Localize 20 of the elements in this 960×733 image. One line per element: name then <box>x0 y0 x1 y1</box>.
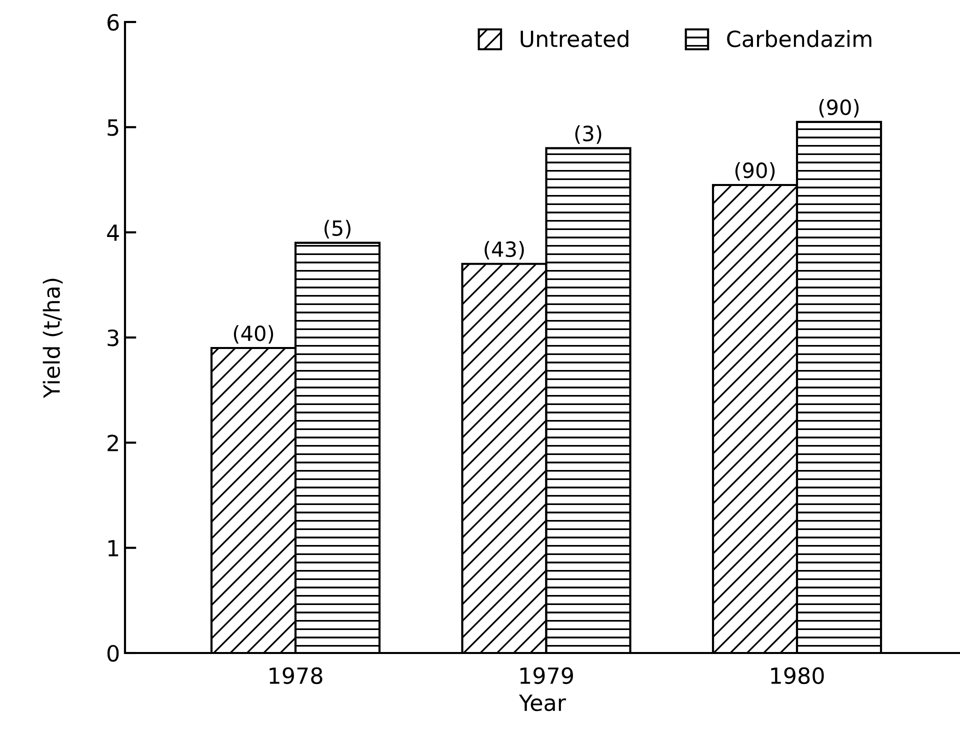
legend-label: Carbendazim <box>727 30 872 48</box>
y-tick-label: 1 <box>108 540 118 556</box>
y-tick-label: 3 <box>108 329 118 346</box>
y-tick-label: 5 <box>108 119 118 136</box>
annotation: (43) <box>484 240 524 260</box>
legend-label: Untreated <box>520 30 628 48</box>
y-tick-label: 4 <box>107 224 119 241</box>
y-axis-title: Yield (t/ha) <box>42 278 63 398</box>
y-tick-label: 6 <box>108 14 119 31</box>
annotation: (40) <box>234 325 274 344</box>
x-tick-label: 1980 <box>771 667 824 684</box>
y-tick-label: 2 <box>108 434 118 452</box>
x-axis-title: Year <box>518 694 566 712</box>
annotation: (90) <box>819 98 859 118</box>
x-tick-label: 1978 <box>270 667 322 684</box>
annotation: (5) <box>324 220 350 238</box>
y-tick-label: 0 <box>107 644 119 662</box>
annotation: (3) <box>575 125 602 144</box>
x-tick-label: 1979 <box>520 667 573 684</box>
annotation: (90) <box>735 162 775 181</box>
